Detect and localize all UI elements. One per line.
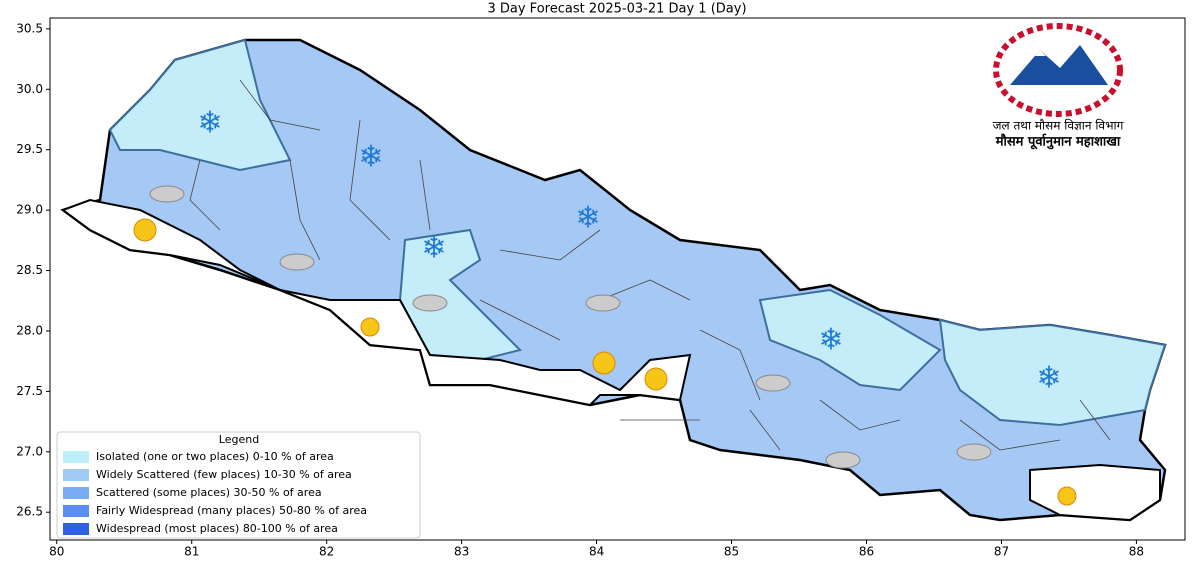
y-tick-label: 29.0 <box>16 203 43 217</box>
x-tick-label: 81 <box>184 545 199 559</box>
legend-swatch <box>63 451 89 463</box>
map-title: 3 Day Forecast 2025-03-21 Day 1 (Day) <box>487 2 746 17</box>
legend-label: Widely Scattered (few places) 10-30 % of… <box>96 468 352 481</box>
legend-label: Widespread (most places) 80-100 % of are… <box>96 522 338 535</box>
x-tick-label: 83 <box>454 545 469 559</box>
x-tick-label: 84 <box>589 545 604 559</box>
legend-label: Fairly Widespread (many places) 50-80 % … <box>96 504 367 517</box>
header-line-1: जल तथा मौसम विज्ञान विभाग <box>993 119 1124 133</box>
svg-text:❄: ❄ <box>575 201 600 236</box>
legend-label: Scattered (some places) 30-50 % of area <box>96 486 322 499</box>
legend-swatch <box>63 523 89 535</box>
x-tick-label: 85 <box>724 545 739 559</box>
y-tick-label: 30.0 <box>16 82 43 96</box>
svg-text:❄: ❄ <box>358 140 383 175</box>
header-line-2: मौसम पूर्वानुमान महाशाखा <box>995 134 1121 150</box>
x-tick-label: 88 <box>1129 545 1144 559</box>
x-tick-label: 80 <box>49 545 64 559</box>
svg-text:❄: ❄ <box>1036 361 1061 396</box>
legend-swatch <box>63 469 89 481</box>
y-tick-label: 27.5 <box>16 384 43 398</box>
y-tick-label: 26.5 <box>16 505 43 519</box>
x-tick-label: 86 <box>859 545 874 559</box>
legend-swatch <box>63 505 89 517</box>
legend: Legend Isolated (one or two places) 0-10… <box>56 431 421 539</box>
y-tick-label: 27.0 <box>16 444 43 458</box>
legend-title: Legend <box>219 433 259 446</box>
x-tick-label: 87 <box>994 545 1009 559</box>
x-tick-label: 82 <box>319 545 334 559</box>
y-tick-label: 28.0 <box>16 323 43 337</box>
weather-icons: ❄ ❄ ❄ ❄ ❄ ❄ <box>133 106 1077 506</box>
svg-text:❄: ❄ <box>197 106 222 141</box>
svg-text:❄: ❄ <box>818 323 843 358</box>
nepal-map <box>60 38 1167 522</box>
y-tick-label: 28.5 <box>16 263 43 277</box>
y-tick-label: 29.5 <box>16 142 43 156</box>
legend-swatch <box>63 487 89 499</box>
emblem <box>993 23 1123 117</box>
svg-text:❄: ❄ <box>421 231 446 266</box>
y-tick-label: 30.5 <box>16 21 43 35</box>
legend-label: Isolated (one or two places) 0-10 % of a… <box>96 450 334 463</box>
